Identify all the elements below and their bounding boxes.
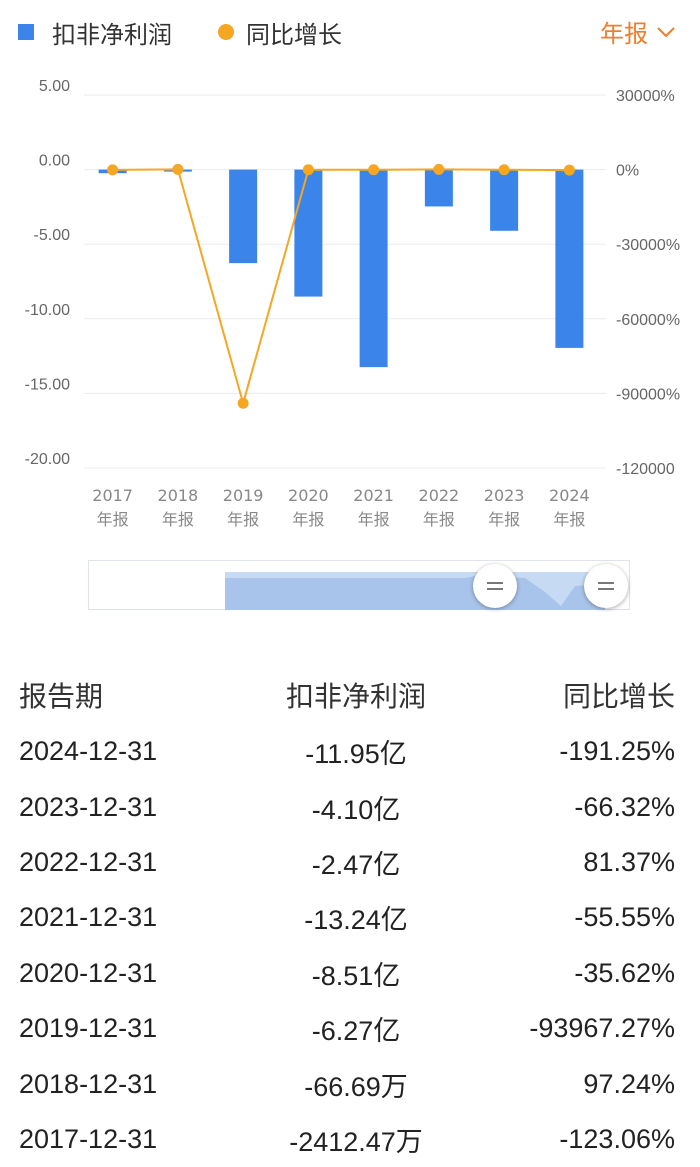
row-growth: -55.55% [574, 902, 675, 933]
y-left-tick-label: -15.00 [25, 376, 70, 393]
growth-point [433, 163, 445, 175]
y-right-tick-label: -120000 [616, 461, 675, 478]
line-swatch-icon [218, 24, 234, 40]
row-profit: -4.10亿 [311, 794, 401, 825]
growth-point [498, 164, 510, 176]
zoom-handle-right[interactable] [584, 564, 628, 608]
row-growth: 81.37% [583, 846, 675, 877]
y-left-tick-label: 5.00 [39, 78, 70, 95]
row-growth: -35.62% [574, 957, 675, 988]
legend-item-profit[interactable]: 扣非净利润 [18, 15, 172, 50]
profit-chart: 5.00 0.00 -5.00 -10.00 -15.00 -20.00 30000% 0% -… [25, 78, 680, 529]
row-profit: -6.27亿 [311, 1016, 401, 1047]
y-right-tick-label: 0% [616, 163, 639, 180]
row-date: 2021-12-31 [19, 902, 158, 933]
bar-swatch-icon [18, 24, 34, 40]
x-tick-label-year: 2018 [158, 486, 199, 505]
x-tick-label-type: 年报 [292, 510, 324, 529]
row-date: 2020-12-31 [19, 957, 158, 988]
profit-table: 报告期 扣非净利润 同比增长 2024-12-31 -11.95亿 -191.2… [18, 666, 676, 1167]
x-tick-label-year: 2024 [549, 486, 590, 505]
x-tick-label-type: 年报 [358, 510, 390, 529]
x-tick-label-type: 年报 [553, 510, 585, 529]
row-growth: -93967.27% [529, 1013, 675, 1044]
table-row[interactable]: 2024-12-31 -11.95亿 -191.25% [18, 724, 676, 779]
header-period[interactable]: 报告期 [19, 680, 104, 713]
table-row[interactable]: 2019-12-31 -6.27亿 -93967.27% [18, 1001, 676, 1056]
bar [229, 169, 258, 264]
y-left-tick-label: -20.00 [25, 451, 70, 468]
table-row[interactable]: 2018-12-31 -66.69万 97.24% [18, 1056, 676, 1111]
table-row[interactable]: 2017-12-31 -2412.47万 -123.06% [18, 1112, 676, 1167]
zoom-slider[interactable] [88, 560, 630, 612]
period-dropdown[interactable]: 年报 [600, 14, 676, 49]
x-tick-label-year: 2023 [484, 486, 525, 505]
row-profit: -66.69万 [304, 1071, 408, 1102]
table-row[interactable]: 2023-12-31 -4.10亿 -66.32% [18, 779, 676, 834]
x-tick-label-type: 年报 [423, 510, 455, 529]
x-tick-label-type: 年报 [488, 510, 520, 529]
row-growth: 97.24% [583, 1068, 675, 1099]
zoom-selected-window[interactable] [225, 572, 605, 610]
growth-point [563, 164, 575, 176]
table-row[interactable]: 2020-12-31 -8.51亿 -35.62% [18, 946, 676, 1001]
x-tick-label-year: 2021 [353, 486, 394, 505]
growth-line [112, 168, 570, 407]
row-date: 2022-12-31 [19, 846, 158, 877]
chart-legend: 扣非净利润 同比增长 [18, 15, 388, 50]
growth-point [107, 164, 119, 176]
x-tick-label-year: 2022 [419, 486, 460, 505]
legend-item-growth[interactable]: 同比增长 [218, 15, 342, 50]
y-right-tick-label: 30000% [616, 88, 675, 105]
y-right-tick-label: -30000% [616, 237, 680, 254]
bar [424, 169, 453, 207]
chevron-down-icon [657, 26, 675, 37]
y-right-tick-label: -90000% [616, 386, 680, 403]
row-profit: -13.24亿 [304, 905, 408, 936]
table-header-row: 报告期 扣非净利润 同比增长 [18, 666, 676, 724]
y-left-tick-label: 0.00 [39, 153, 70, 170]
row-profit: -2412.47万 [289, 1126, 423, 1157]
bar [359, 169, 388, 368]
y-right-tick-label: -60000% [616, 312, 680, 329]
row-profit: -8.51亿 [311, 960, 401, 991]
row-growth: -123.06% [559, 1123, 675, 1154]
y-left-tick-label: -10.00 [25, 302, 70, 319]
growth-point [302, 164, 314, 176]
row-growth: -191.25% [559, 736, 675, 767]
row-growth: -66.32% [574, 791, 675, 822]
header-growth[interactable]: 同比增长 [562, 680, 675, 713]
legend-label-profit: 扣非净利润 [52, 20, 172, 49]
growth-point [237, 397, 249, 409]
x-tick-label-type: 年报 [227, 510, 259, 529]
header-profit[interactable]: 扣非净利润 [285, 680, 426, 713]
row-date: 2024-12-31 [19, 736, 158, 767]
x-tick-label-type: 年报 [162, 510, 194, 529]
x-tick-label-year: 2019 [223, 486, 264, 505]
x-tick-label-type: 年报 [97, 510, 129, 529]
row-profit: -2.47亿 [311, 849, 401, 880]
bar [294, 169, 323, 297]
row-date: 2023-12-31 [19, 791, 158, 822]
row-profit: -11.95亿 [305, 739, 407, 770]
bar [490, 169, 519, 231]
table-row[interactable]: 2021-12-31 -13.24亿 -55.55% [18, 890, 676, 945]
y-left-tick-label: -5.00 [34, 227, 71, 244]
row-date: 2019-12-31 [19, 1013, 158, 1044]
zoom-handle-left[interactable] [473, 564, 517, 608]
row-date: 2018-12-31 [19, 1068, 158, 1099]
x-tick-label-year: 2020 [288, 486, 329, 505]
row-date: 2017-12-31 [19, 1123, 158, 1154]
bar [555, 169, 584, 348]
x-tick-label-year: 2017 [92, 486, 133, 505]
table-row[interactable]: 2022-12-31 -2.47亿 81.37% [18, 835, 676, 890]
growth-point [368, 164, 380, 176]
period-dropdown-label: 年报 [600, 20, 648, 48]
growth-point [172, 163, 184, 175]
legend-label-growth: 同比增长 [246, 20, 342, 49]
zoom-preview-sparkline [225, 576, 605, 610]
